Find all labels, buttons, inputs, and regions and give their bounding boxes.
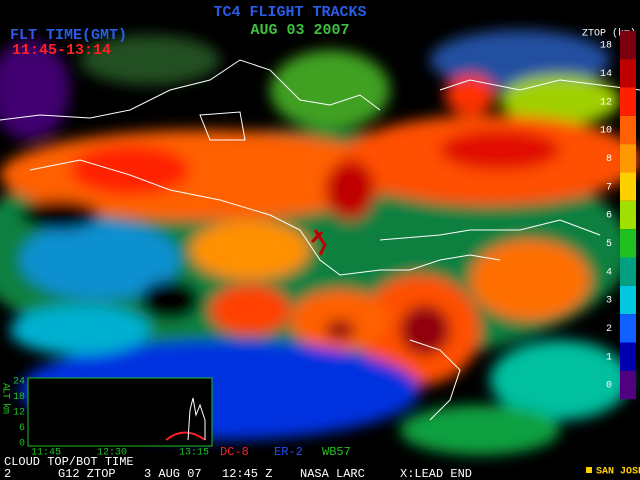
colorbar-swatch [620,87,636,116]
inset-cloud [187,397,206,441]
location-marker [586,467,592,473]
colorbar-swatch [620,257,636,286]
colorbar-swatch [620,229,636,258]
footer-field: 3 AUG 07 [144,467,202,480]
colorbar-swatch [620,314,636,343]
aircraft-label: WB57 [322,445,351,459]
date: AUG 03 2007 [250,22,349,39]
footer-field: G12 ZTOP [58,467,116,480]
colorbar-label: 2 [606,324,612,335]
colorbar-swatch [620,172,636,201]
inset-y-tick: 0 [19,439,25,450]
inset-y-tick: 12 [13,408,25,419]
colorbar-swatch [620,59,636,88]
inset-frame [27,377,213,447]
footer-field: 2 [4,467,11,480]
inset-y-tick: 6 [19,423,25,434]
aircraft-label: DC-8 [220,445,249,459]
inset-y-tick: 18 [13,392,25,403]
colorbar-label: 3 [606,296,612,307]
colorbar-label: 6 [606,211,612,222]
colorbar-swatch [620,200,636,230]
inset-x-tick: 12:30 [97,448,127,459]
aircraft-label: ER-2 [274,445,303,459]
coastlines [0,59,640,421]
footer-caption: CLOUD TOP/BOT TIME [4,455,134,469]
footer-field: X:LEAD END [400,467,472,480]
colorbar-label: 7 [606,182,612,193]
colorbar-swatch [620,115,636,145]
colorbar-swatch [620,30,636,60]
colorbar-label: 1 [606,352,612,363]
time-label: FLT TIME(GMT) [10,27,127,44]
colorbar-label: 14 [600,69,612,80]
flight-track [310,229,327,256]
footer-field: 12:45 Z [222,467,272,480]
colorbar-swatch [620,370,636,400]
colorbar-swatch [620,285,636,315]
inset-y-tick: 24 [13,377,25,388]
colorbar-label: 0 [606,381,612,392]
inset-x-tick: 11:45 [31,448,61,459]
colorbar-label: 10 [600,126,612,137]
colorbar-label: 4 [606,267,612,278]
colorbar-label: 8 [606,154,612,165]
colorbar-swatch [620,342,636,371]
inset-y-label: ALT km [0,383,11,414]
cloud-field [0,30,640,455]
inset-x-tick: 13:15 [179,448,209,459]
inset-track [165,431,206,441]
colorbar-label: 18 [600,41,612,52]
location: SAN JOSE [596,467,640,478]
title: TC4 FLIGHT TRACKS [213,4,366,21]
colorbar-swatch [620,144,636,173]
footer-field: NASA LARC [300,467,365,480]
colorbar-label: 5 [606,239,612,250]
time-range: 11:45-13:14 [12,42,111,59]
colorbar-label: 12 [600,97,612,108]
